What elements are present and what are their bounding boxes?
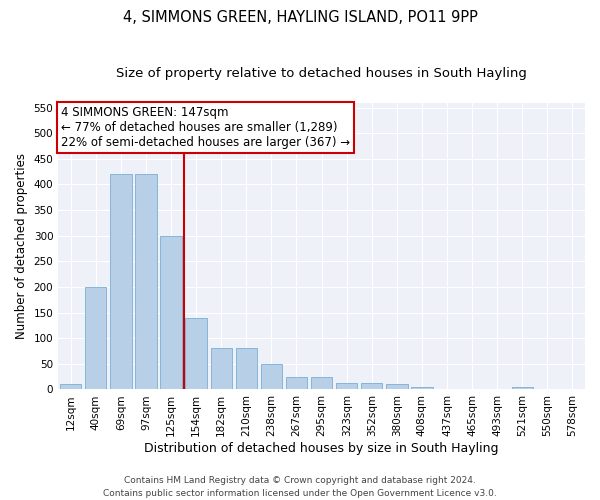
Bar [361, 384, 382, 390]
Bar [512, 387, 533, 390]
Bar [261, 364, 282, 390]
Bar [311, 376, 332, 390]
Bar [236, 348, 257, 390]
Bar [211, 348, 232, 390]
Bar [85, 287, 106, 390]
Bar [386, 384, 407, 390]
Bar [286, 376, 307, 390]
Bar [110, 174, 131, 390]
Title: Size of property relative to detached houses in South Hayling: Size of property relative to detached ho… [116, 68, 527, 80]
X-axis label: Distribution of detached houses by size in South Hayling: Distribution of detached houses by size … [145, 442, 499, 455]
Bar [336, 384, 358, 390]
Bar [160, 236, 182, 390]
Text: 4, SIMMONS GREEN, HAYLING ISLAND, PO11 9PP: 4, SIMMONS GREEN, HAYLING ISLAND, PO11 9… [122, 10, 478, 25]
Bar [411, 387, 433, 390]
Bar [60, 384, 82, 390]
Bar [185, 318, 207, 390]
Text: 4 SIMMONS GREEN: 147sqm
← 77% of detached houses are smaller (1,289)
22% of semi: 4 SIMMONS GREEN: 147sqm ← 77% of detache… [61, 106, 350, 149]
Y-axis label: Number of detached properties: Number of detached properties [15, 153, 28, 339]
Text: Contains HM Land Registry data © Crown copyright and database right 2024.
Contai: Contains HM Land Registry data © Crown c… [103, 476, 497, 498]
Bar [136, 174, 157, 390]
